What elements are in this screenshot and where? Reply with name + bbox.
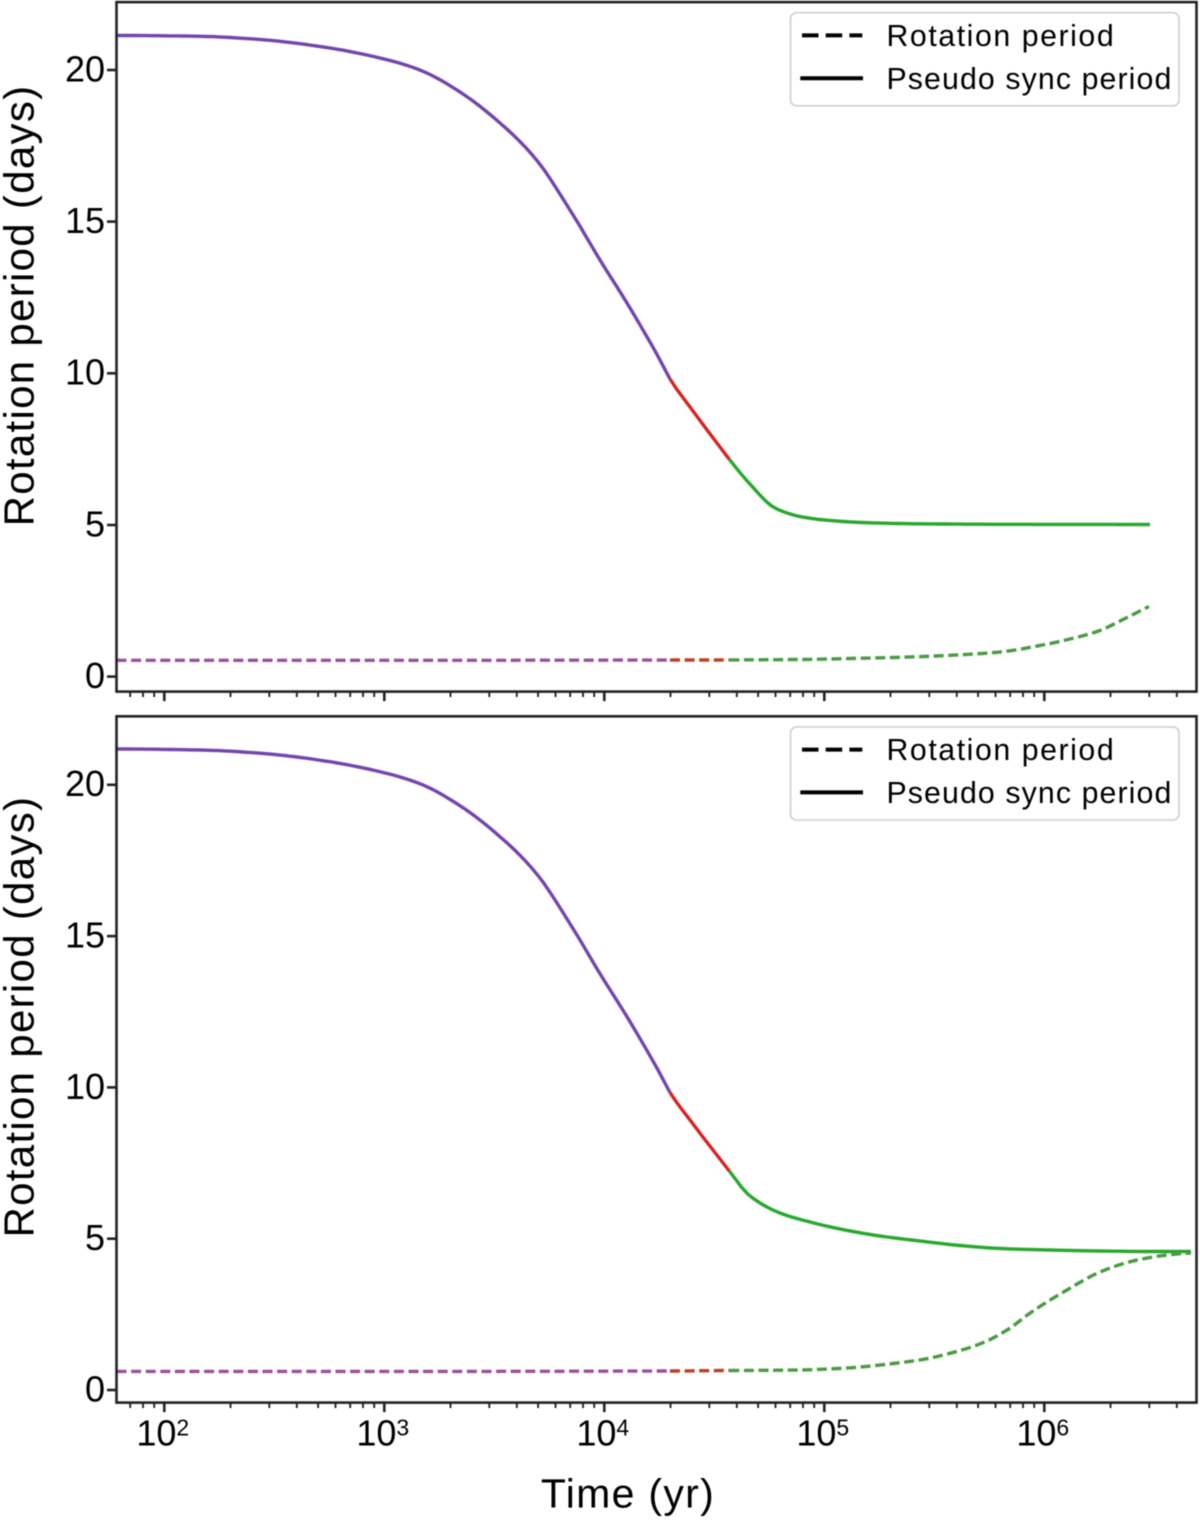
svg-text:10: 10 [65, 1066, 105, 1107]
svg-text:10: 10 [65, 352, 105, 393]
svg-text:20: 20 [65, 48, 105, 89]
svg-text:15: 15 [65, 200, 105, 241]
svg-text:5: 5 [85, 503, 105, 544]
svg-text:20: 20 [65, 763, 105, 804]
svg-text:Pseudo sync period: Pseudo sync period [887, 777, 1173, 810]
svg-text:Pseudo sync period: Pseudo sync period [887, 63, 1173, 96]
svg-text:Time (yr): Time (yr) [541, 1471, 715, 1517]
svg-text:15: 15 [65, 915, 105, 956]
svg-text:0: 0 [85, 1368, 105, 1409]
svg-text:Rotation period (days): Rotation period (days) [0, 796, 43, 1238]
svg-text:Rotation period (days): Rotation period (days) [0, 85, 43, 527]
svg-text:0: 0 [85, 655, 105, 696]
svg-text:Rotation period: Rotation period [887, 20, 1116, 53]
svg-text:103: 103 [356, 1412, 409, 1453]
svg-text:5: 5 [85, 1217, 105, 1258]
svg-text:Rotation period: Rotation period [887, 734, 1116, 767]
